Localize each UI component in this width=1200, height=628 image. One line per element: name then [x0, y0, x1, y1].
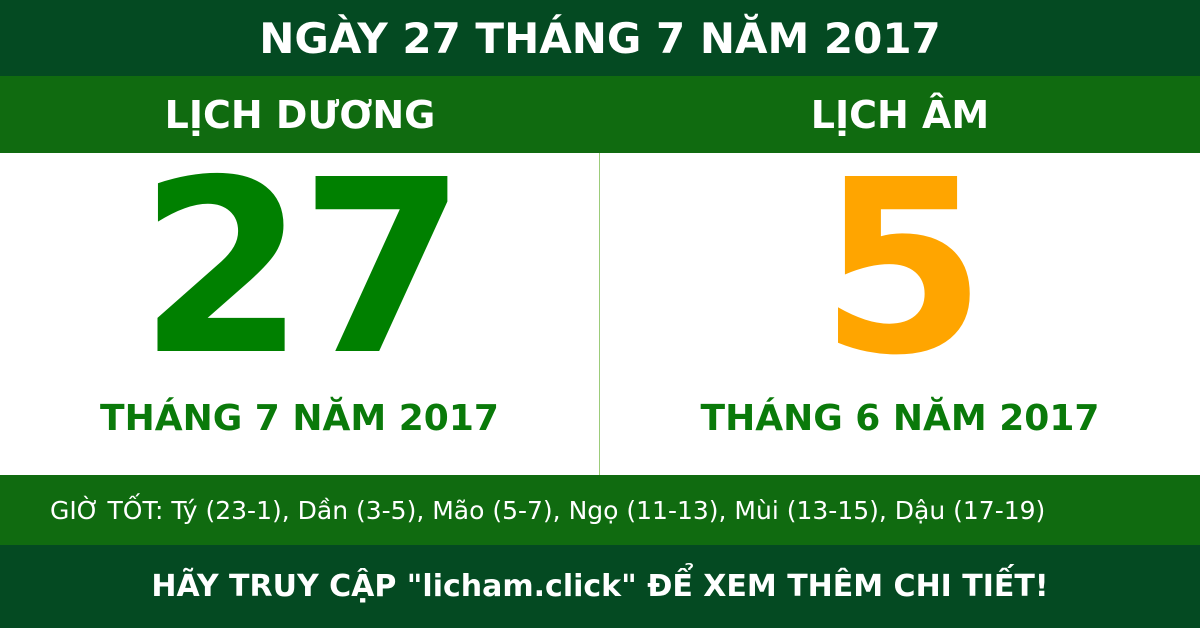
solar-column: 27 THÁNG 7 NĂM 2017 — [0, 128, 600, 475]
lunar-column: 5 THÁNG 6 NĂM 2017 — [600, 128, 1200, 475]
lunar-calendar-label: LỊCH ÂM — [810, 92, 990, 137]
solar-day: 27 — [138, 128, 467, 408]
page-title: NGÀY 27 THÁNG 7 NĂM 2017 — [0, 0, 1200, 76]
lunar-month-year: THÁNG 6 NĂM 2017 — [700, 398, 1100, 439]
good-hours: GIỜ TỐT: Tý (23-1), Dần (3-5), Mão (5-7)… — [0, 475, 1200, 545]
lunar-day: 5 — [819, 128, 987, 408]
calendar-body: 27 THÁNG 7 NĂM 2017 5 THÁNG 6 NĂM 2017 — [0, 128, 1200, 475]
footer-call-to-action: HÃY TRUY CẬP "licham.click" ĐỂ XEM THÊM … — [0, 545, 1200, 628]
calendar-labels: LỊCH DƯƠNG LỊCH ÂM — [0, 76, 1200, 153]
solar-calendar-label: LỊCH DƯƠNG — [164, 92, 436, 137]
solar-month-year: THÁNG 7 NĂM 2017 — [100, 398, 499, 439]
